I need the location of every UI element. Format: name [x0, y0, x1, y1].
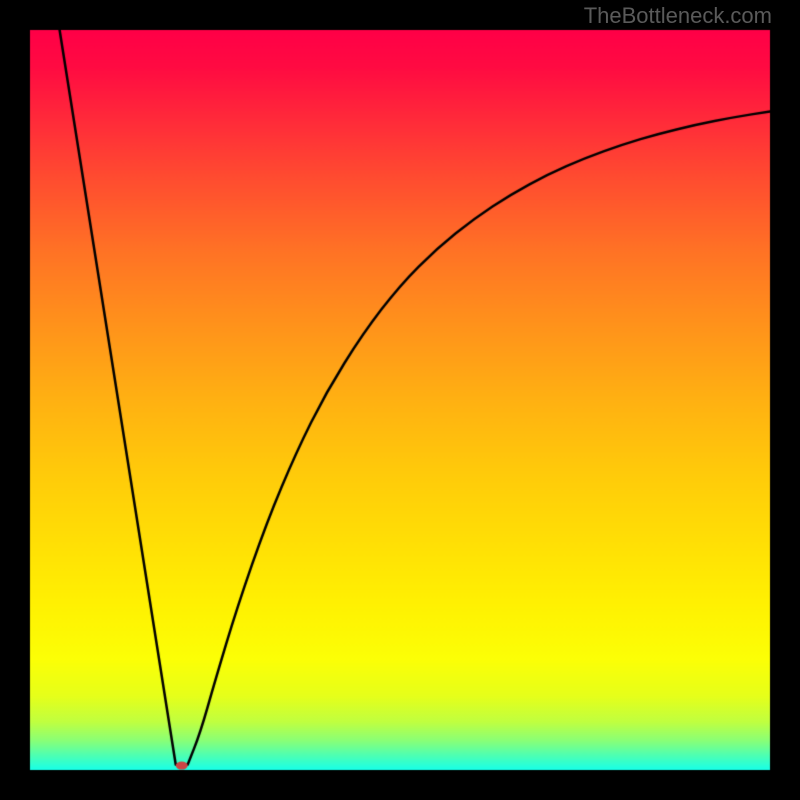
- bottleneck-chart-canvas: [0, 0, 800, 800]
- chart-container: TheBottleneck.com: [0, 0, 800, 800]
- watermark-text: TheBottleneck.com: [584, 3, 772, 29]
